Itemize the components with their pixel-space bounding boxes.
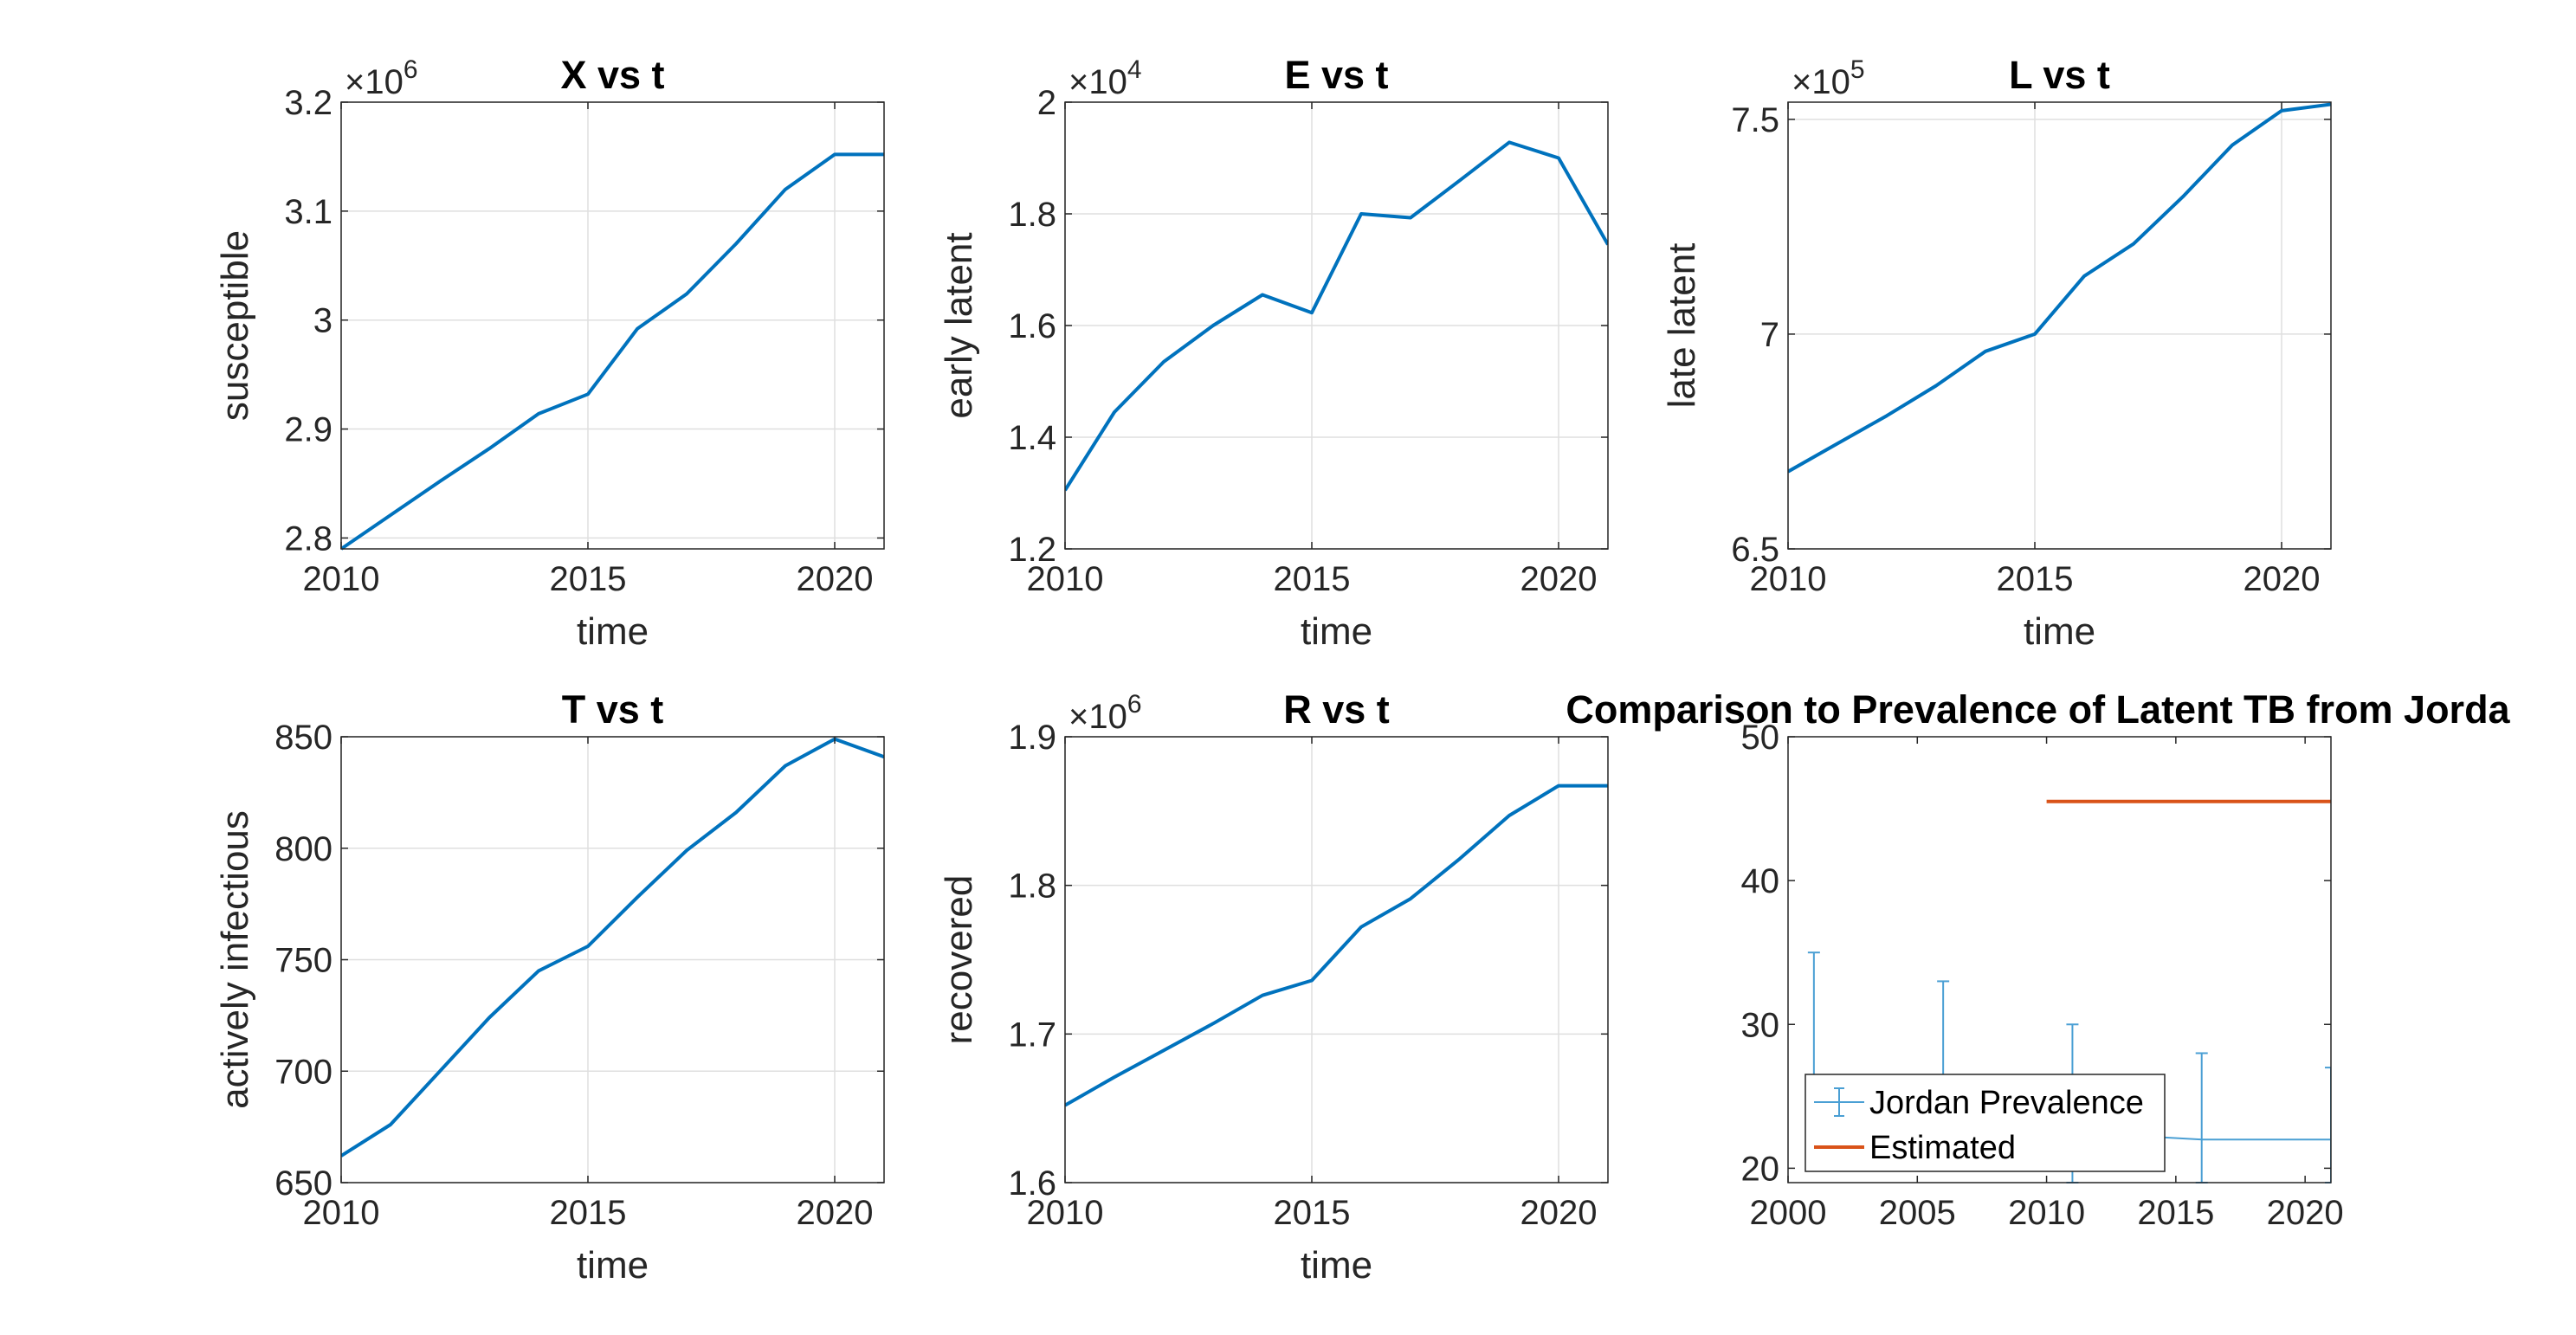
axes-box (340, 101, 885, 550)
y-tick-label: 650 (274, 1164, 332, 1203)
chart-title: T vs t (562, 687, 664, 732)
axes-box (1787, 736, 2332, 1183)
y-tick-label: 6.5 (1731, 531, 1779, 569)
chart-panel-4: 2010 2015 2020 650 700 750 800 850 T vs t time act… (214, 687, 885, 1287)
legend-box (1804, 1074, 2166, 1172)
y-tick-label: 1.8 (1008, 196, 1056, 234)
y-tick-label: 1.6 (1008, 1164, 1056, 1203)
series-group (1788, 102, 2331, 474)
chart-title: X vs t (560, 53, 664, 97)
y-tick-label: 40 (1741, 862, 1780, 900)
legend-label: Jordan Prevalence (1869, 1085, 2144, 1121)
series-group (1065, 784, 1608, 1107)
x-axis-label: time (577, 610, 649, 653)
chart-panel-5: 2010 2015 2020 1.6 1.7 1.8 1.9 ×106 R vs t time re… (938, 687, 1609, 1287)
series-line-1 (1788, 102, 2331, 474)
plot-area (1788, 102, 2331, 549)
y-tick-label: 7.5 (1731, 101, 1779, 139)
y-tick-label: 20 (1741, 1150, 1780, 1188)
y-tick-label: 850 (274, 719, 332, 757)
series-group (341, 152, 884, 551)
y-tick-label: 2.9 (284, 411, 332, 449)
x-tick-label: 2010 (303, 560, 380, 598)
y-tick-label: 750 (274, 942, 332, 980)
y-axis-label: recovered (938, 875, 980, 1045)
x-tick-label: 2015 (2137, 1194, 2214, 1232)
y-axis-label: susceptible (214, 230, 256, 421)
x-tick-label: 2015 (1274, 560, 1351, 598)
chart-title: E vs t (1284, 53, 1388, 97)
y-tick-label: 1.9 (1008, 719, 1056, 757)
x-tick-label: 2020 (1520, 560, 1598, 598)
y-axis-label: actively infectious (214, 810, 256, 1109)
x-tick-label: 2015 (1274, 1194, 1351, 1232)
x-tick-label: 2020 (797, 560, 874, 598)
y-tick-label: 700 (274, 1053, 332, 1091)
x-tick-label: 2010 (1027, 1194, 1104, 1232)
series-line-1 (341, 152, 884, 551)
x-axis-label: time (577, 1244, 649, 1287)
x-tick-label: 2010 (303, 1194, 380, 1232)
axis-exponent: ×106 (1068, 690, 1142, 736)
y-tick-label: 1.7 (1008, 1016, 1056, 1054)
y-tick-label: 30 (1741, 1006, 1780, 1044)
chart-panel-1: 2010 2015 2020 2.8 2.9 3 3.1 3.2 ×106 X vs t time s… (214, 53, 885, 653)
x-tick-label: 2000 (1750, 1194, 1827, 1232)
x-tick-label: 2010 (2008, 1194, 2085, 1232)
x-tick-label: 2005 (1879, 1194, 1956, 1232)
series-line-1 (1065, 784, 1608, 1107)
x-tick-label: 2020 (2244, 560, 2321, 598)
y-tick-label: 1.8 (1008, 867, 1056, 906)
y-axis-label: late latent (1661, 243, 1703, 409)
y-tick-label: 1.4 (1008, 419, 1056, 457)
axis-exponent: ×104 (1068, 55, 1142, 101)
legend-label: Estimated (1869, 1130, 2016, 1166)
series-group (1065, 140, 1608, 492)
y-tick-label: 2.8 (284, 519, 332, 558)
x-tick-label: 2010 (1750, 560, 1827, 598)
x-axis-label: time (1301, 1244, 1372, 1287)
x-tick-label: 2020 (797, 1194, 874, 1232)
x-tick-label: 2020 (2267, 1194, 2344, 1232)
plot-area (341, 102, 884, 549)
y-tick-label: 7 (1760, 316, 1779, 354)
chart-title: R vs t (1283, 687, 1390, 732)
y-tick-label: 3 (313, 302, 332, 340)
y-tick-label: 2 (1037, 84, 1056, 122)
y-tick-label: 1.6 (1008, 307, 1056, 345)
chart-title: Comparison to Prevalence of Latent TB fr… (1566, 687, 2510, 732)
x-tick-label: 2015 (1997, 560, 2074, 598)
y-tick-label: 50 (1741, 719, 1780, 757)
y-tick-label: 3.1 (284, 193, 332, 231)
y-tick-label: 800 (274, 830, 332, 868)
x-tick-label: 2010 (1027, 560, 1104, 598)
x-axis-label: time (1301, 610, 1372, 653)
axis-exponent: ×105 (1792, 55, 1865, 101)
x-tick-label: 2015 (550, 1194, 627, 1232)
chart-title: L vs t (2009, 53, 2110, 97)
series-line-1 (341, 737, 884, 1158)
axis-exponent: ×106 (345, 55, 418, 101)
axes-box (1787, 101, 2332, 550)
y-axis-label: early latent (938, 232, 980, 418)
legend: Jordan Prevalence Estimated (1804, 1074, 2166, 1172)
y-tick-label: 3.2 (284, 84, 332, 122)
chart-panel-3: 2010 2015 2020 6.5 7 7.5 ×105 L vs t time late la… (1661, 53, 2332, 653)
series-group (341, 737, 884, 1158)
x-tick-label: 2020 (1520, 1194, 1598, 1232)
axes-box (1064, 736, 1609, 1183)
series-line-1 (1065, 140, 1608, 492)
chart-panel-2: 2010 2015 2020 1.2 1.4 1.6 1.8 2 ×104 E vs t time e… (938, 53, 1609, 653)
x-axis-label: time (2024, 610, 2095, 653)
x-tick-label: 2015 (550, 560, 627, 598)
y-tick-label: 1.2 (1008, 531, 1056, 569)
